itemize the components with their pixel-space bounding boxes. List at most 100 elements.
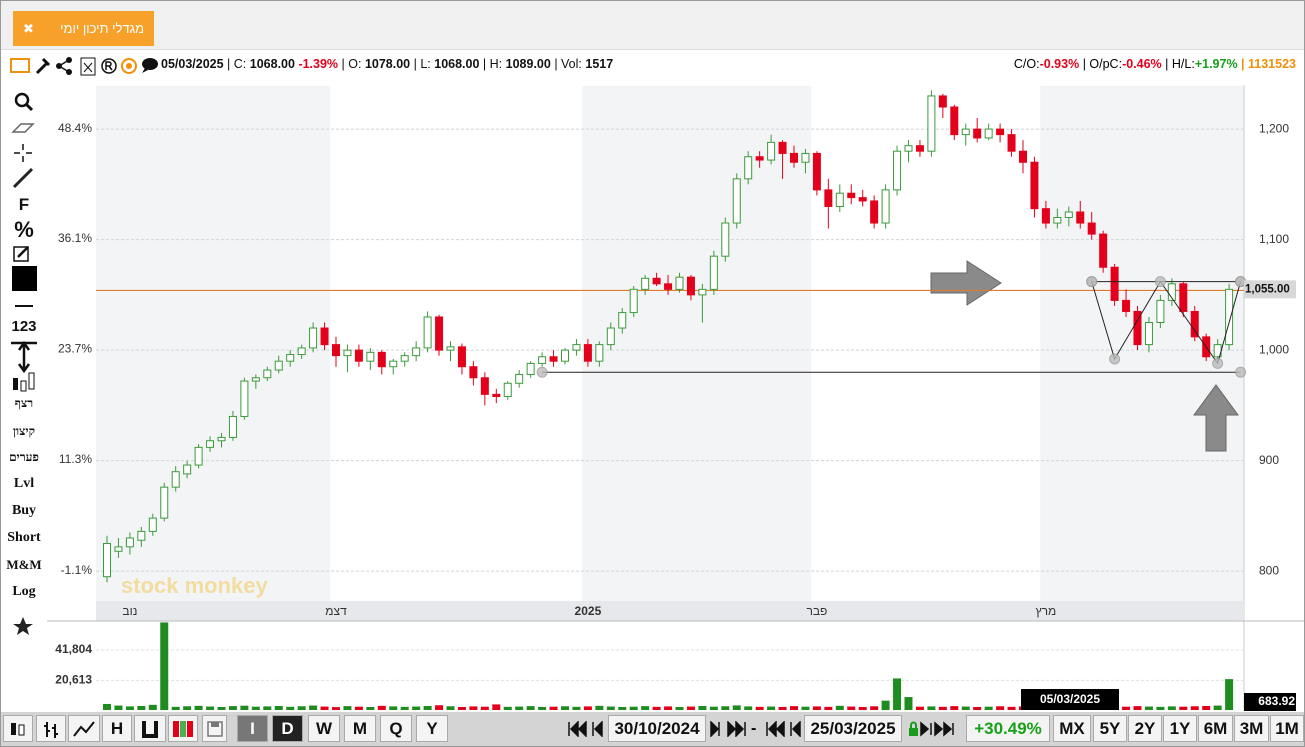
icon-arrow[interactable] xyxy=(11,340,37,374)
volume-bar xyxy=(457,706,466,710)
tool-123[interactable]: 123 xyxy=(11,318,37,335)
icon-star[interactable] xyxy=(13,617,33,635)
btn-colors[interactable] xyxy=(168,715,198,742)
volume-bar xyxy=(572,706,581,710)
candle-body xyxy=(606,327,615,346)
candle-body xyxy=(228,415,237,438)
nav-lock[interactable] xyxy=(907,720,959,738)
volume-bar xyxy=(904,697,913,710)
x-tick-label: מרץ xyxy=(1036,604,1057,618)
btn-bars[interactable] xyxy=(36,715,66,742)
drawing-handle xyxy=(1086,276,1098,288)
btn-range[interactable]: 1Y xyxy=(1163,715,1197,742)
tool-item[interactable]: Buy xyxy=(11,503,37,518)
last-price-label: 1,055.00 xyxy=(1245,283,1290,295)
btn-save[interactable] xyxy=(202,715,227,742)
label: | H: xyxy=(482,57,503,71)
candle-body xyxy=(732,178,741,224)
candle-body xyxy=(595,344,604,362)
tool-item[interactable]: M&M xyxy=(6,557,42,572)
nav-prev[interactable] xyxy=(567,721,605,737)
icon-zoom[interactable] xyxy=(14,92,30,108)
nav-prev[interactable] xyxy=(765,721,803,737)
x-tick-label: פבר xyxy=(806,604,827,618)
btn-range[interactable]: 5Y xyxy=(1093,715,1127,742)
volume-bar xyxy=(492,704,501,710)
btn-range[interactable]: 1M xyxy=(1270,715,1304,742)
btn-period[interactable]: M xyxy=(344,715,376,742)
nav-next[interactable] xyxy=(709,721,747,737)
icon-eraser[interactable] xyxy=(11,123,35,133)
bottom-toolbar: H I D W M Q Y 30/10/2024 - 25/03/2025 +3… xyxy=(1,712,1304,746)
volume-bar xyxy=(629,706,638,710)
volume-bar xyxy=(1144,706,1153,710)
date-from[interactable]: 30/10/2024 xyxy=(608,715,706,742)
btn-range[interactable]: 6M xyxy=(1198,715,1233,742)
volume-bar xyxy=(744,706,753,710)
volume-bar xyxy=(858,706,867,710)
tool-item[interactable]: Lvl xyxy=(13,476,35,491)
btn-period[interactable]: Q xyxy=(380,715,412,742)
tab-close[interactable]: ✖ xyxy=(23,20,34,36)
tool-item[interactable]: Log xyxy=(12,584,36,599)
icon-wrench[interactable] xyxy=(35,57,51,75)
tab-title: מגדלי תיכון יומי xyxy=(60,21,144,36)
candle-body xyxy=(984,128,993,139)
btn-period[interactable]: D xyxy=(272,715,303,742)
tool-item[interactable]: רצף xyxy=(14,396,34,410)
btn-range[interactable]: MX xyxy=(1053,715,1091,742)
tab[interactable]: ✖ מגדלי תיכון יומי xyxy=(13,11,154,46)
candle-body xyxy=(446,346,455,351)
btn-range[interactable]: 2Y xyxy=(1128,715,1162,742)
drawing-handle xyxy=(1212,357,1224,369)
icon-r[interactable] xyxy=(101,58,117,74)
btn-line[interactable] xyxy=(68,715,100,742)
icon-target[interactable] xyxy=(121,58,137,74)
value: 1089.00 xyxy=(505,57,551,71)
tool-percent[interactable]: % xyxy=(14,217,34,242)
candle-body xyxy=(515,373,524,384)
drawing-handle xyxy=(1154,276,1166,288)
candle-body xyxy=(709,255,718,290)
volume-bar xyxy=(148,704,157,710)
last-price-box xyxy=(1244,280,1296,299)
candle-body xyxy=(332,344,340,357)
btn-candles[interactable] xyxy=(3,715,33,742)
candle-body xyxy=(148,517,157,532)
icon-pencil[interactable] xyxy=(13,246,29,262)
icon-window[interactable] xyxy=(10,58,30,73)
volume-bar xyxy=(320,706,329,710)
volume-bar xyxy=(1202,705,1211,710)
btn-period[interactable]: I xyxy=(237,715,268,742)
candle-body xyxy=(492,393,501,398)
icon-cross[interactable] xyxy=(14,144,32,162)
label: | O: xyxy=(341,57,362,71)
btn-range[interactable]: 3M xyxy=(1234,715,1269,742)
tool-item[interactable]: Short xyxy=(7,530,41,545)
date-to[interactable]: 25/03/2025 xyxy=(804,715,902,742)
candle-body xyxy=(1156,299,1165,324)
icon-share[interactable] xyxy=(58,59,70,73)
volume-bar xyxy=(961,706,970,710)
candle-body xyxy=(297,347,306,356)
volume-bar xyxy=(1167,706,1176,710)
icon-candles[interactable] xyxy=(13,372,35,392)
btn-h[interactable]: H xyxy=(102,715,132,742)
btn-period[interactable]: W xyxy=(308,715,340,742)
tool-item[interactable]: קיצון xyxy=(13,424,35,438)
arrow-right xyxy=(930,260,1002,306)
volume-bar xyxy=(583,706,592,710)
color-picker[interactable] xyxy=(12,266,37,291)
btn-u[interactable] xyxy=(134,715,166,742)
icon-chat[interactable] xyxy=(142,58,158,70)
tool-f[interactable]: F xyxy=(18,195,30,214)
candle-body xyxy=(389,360,398,368)
icon-line[interactable] xyxy=(12,167,34,189)
tool-item[interactable]: פערים xyxy=(9,450,39,464)
volume-bar xyxy=(400,706,409,710)
volume-bar xyxy=(950,706,959,710)
btn-period[interactable]: Y xyxy=(416,715,448,742)
volume-bar xyxy=(206,706,215,710)
volume-bar xyxy=(263,706,272,710)
volume-bar xyxy=(675,706,684,710)
